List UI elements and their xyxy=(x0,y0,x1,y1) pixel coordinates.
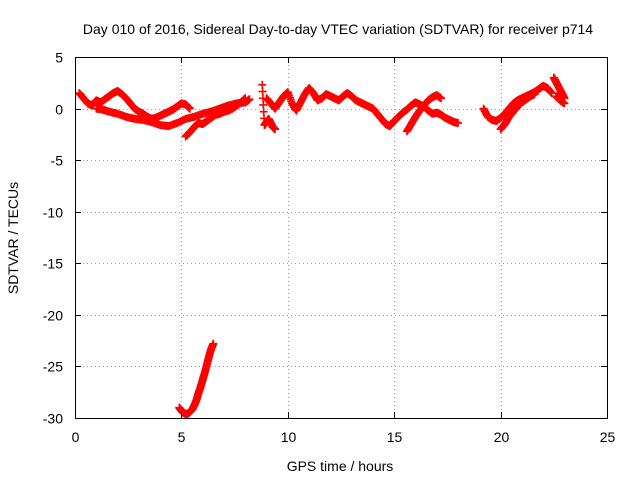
x-axis-label: GPS time / hours xyxy=(287,458,394,474)
y-tick-label: -5 xyxy=(51,153,64,169)
data-point xyxy=(209,339,218,348)
data-point xyxy=(259,100,268,109)
x-tick-label: 0 xyxy=(72,429,80,445)
tick-layer xyxy=(75,57,608,419)
y-tick-label: 0 xyxy=(55,102,63,118)
y-tick-label: 5 xyxy=(55,50,63,66)
y-tick-label: -10 xyxy=(43,205,63,221)
x-tick-label: 5 xyxy=(178,429,186,445)
tick-label-layer: 0 5 10 15 20 25 5 0 -5 -10 -15 -20 -25 -30 xyxy=(43,50,616,446)
data-point xyxy=(185,104,194,113)
plot-frame xyxy=(75,57,608,419)
data-point xyxy=(259,107,268,116)
x-tick-label: 25 xyxy=(600,429,616,445)
y-tick-label: -20 xyxy=(43,308,63,324)
chart-title: Day 010 of 2016, Sidereal Day-to-day VTE… xyxy=(83,21,593,37)
data-point xyxy=(437,94,446,103)
x-tick-label: 10 xyxy=(281,429,297,445)
x-tick-label: 20 xyxy=(494,429,510,445)
data-point xyxy=(530,90,539,99)
data-point xyxy=(258,80,267,89)
y-axis-label: SDTVAR / TECUs xyxy=(5,182,21,294)
data-point xyxy=(258,87,267,96)
data-point xyxy=(241,94,250,103)
data-point xyxy=(454,119,463,128)
y-tick-label: -30 xyxy=(43,411,63,427)
x-tick-label: 15 xyxy=(387,429,403,445)
data-points-layer xyxy=(75,73,569,418)
data-point xyxy=(547,89,556,98)
y-tick-label: -25 xyxy=(43,359,63,375)
data-point xyxy=(560,99,569,108)
data-point xyxy=(271,125,280,134)
y-tick-label: -15 xyxy=(43,256,63,272)
grid-layer xyxy=(75,57,607,418)
